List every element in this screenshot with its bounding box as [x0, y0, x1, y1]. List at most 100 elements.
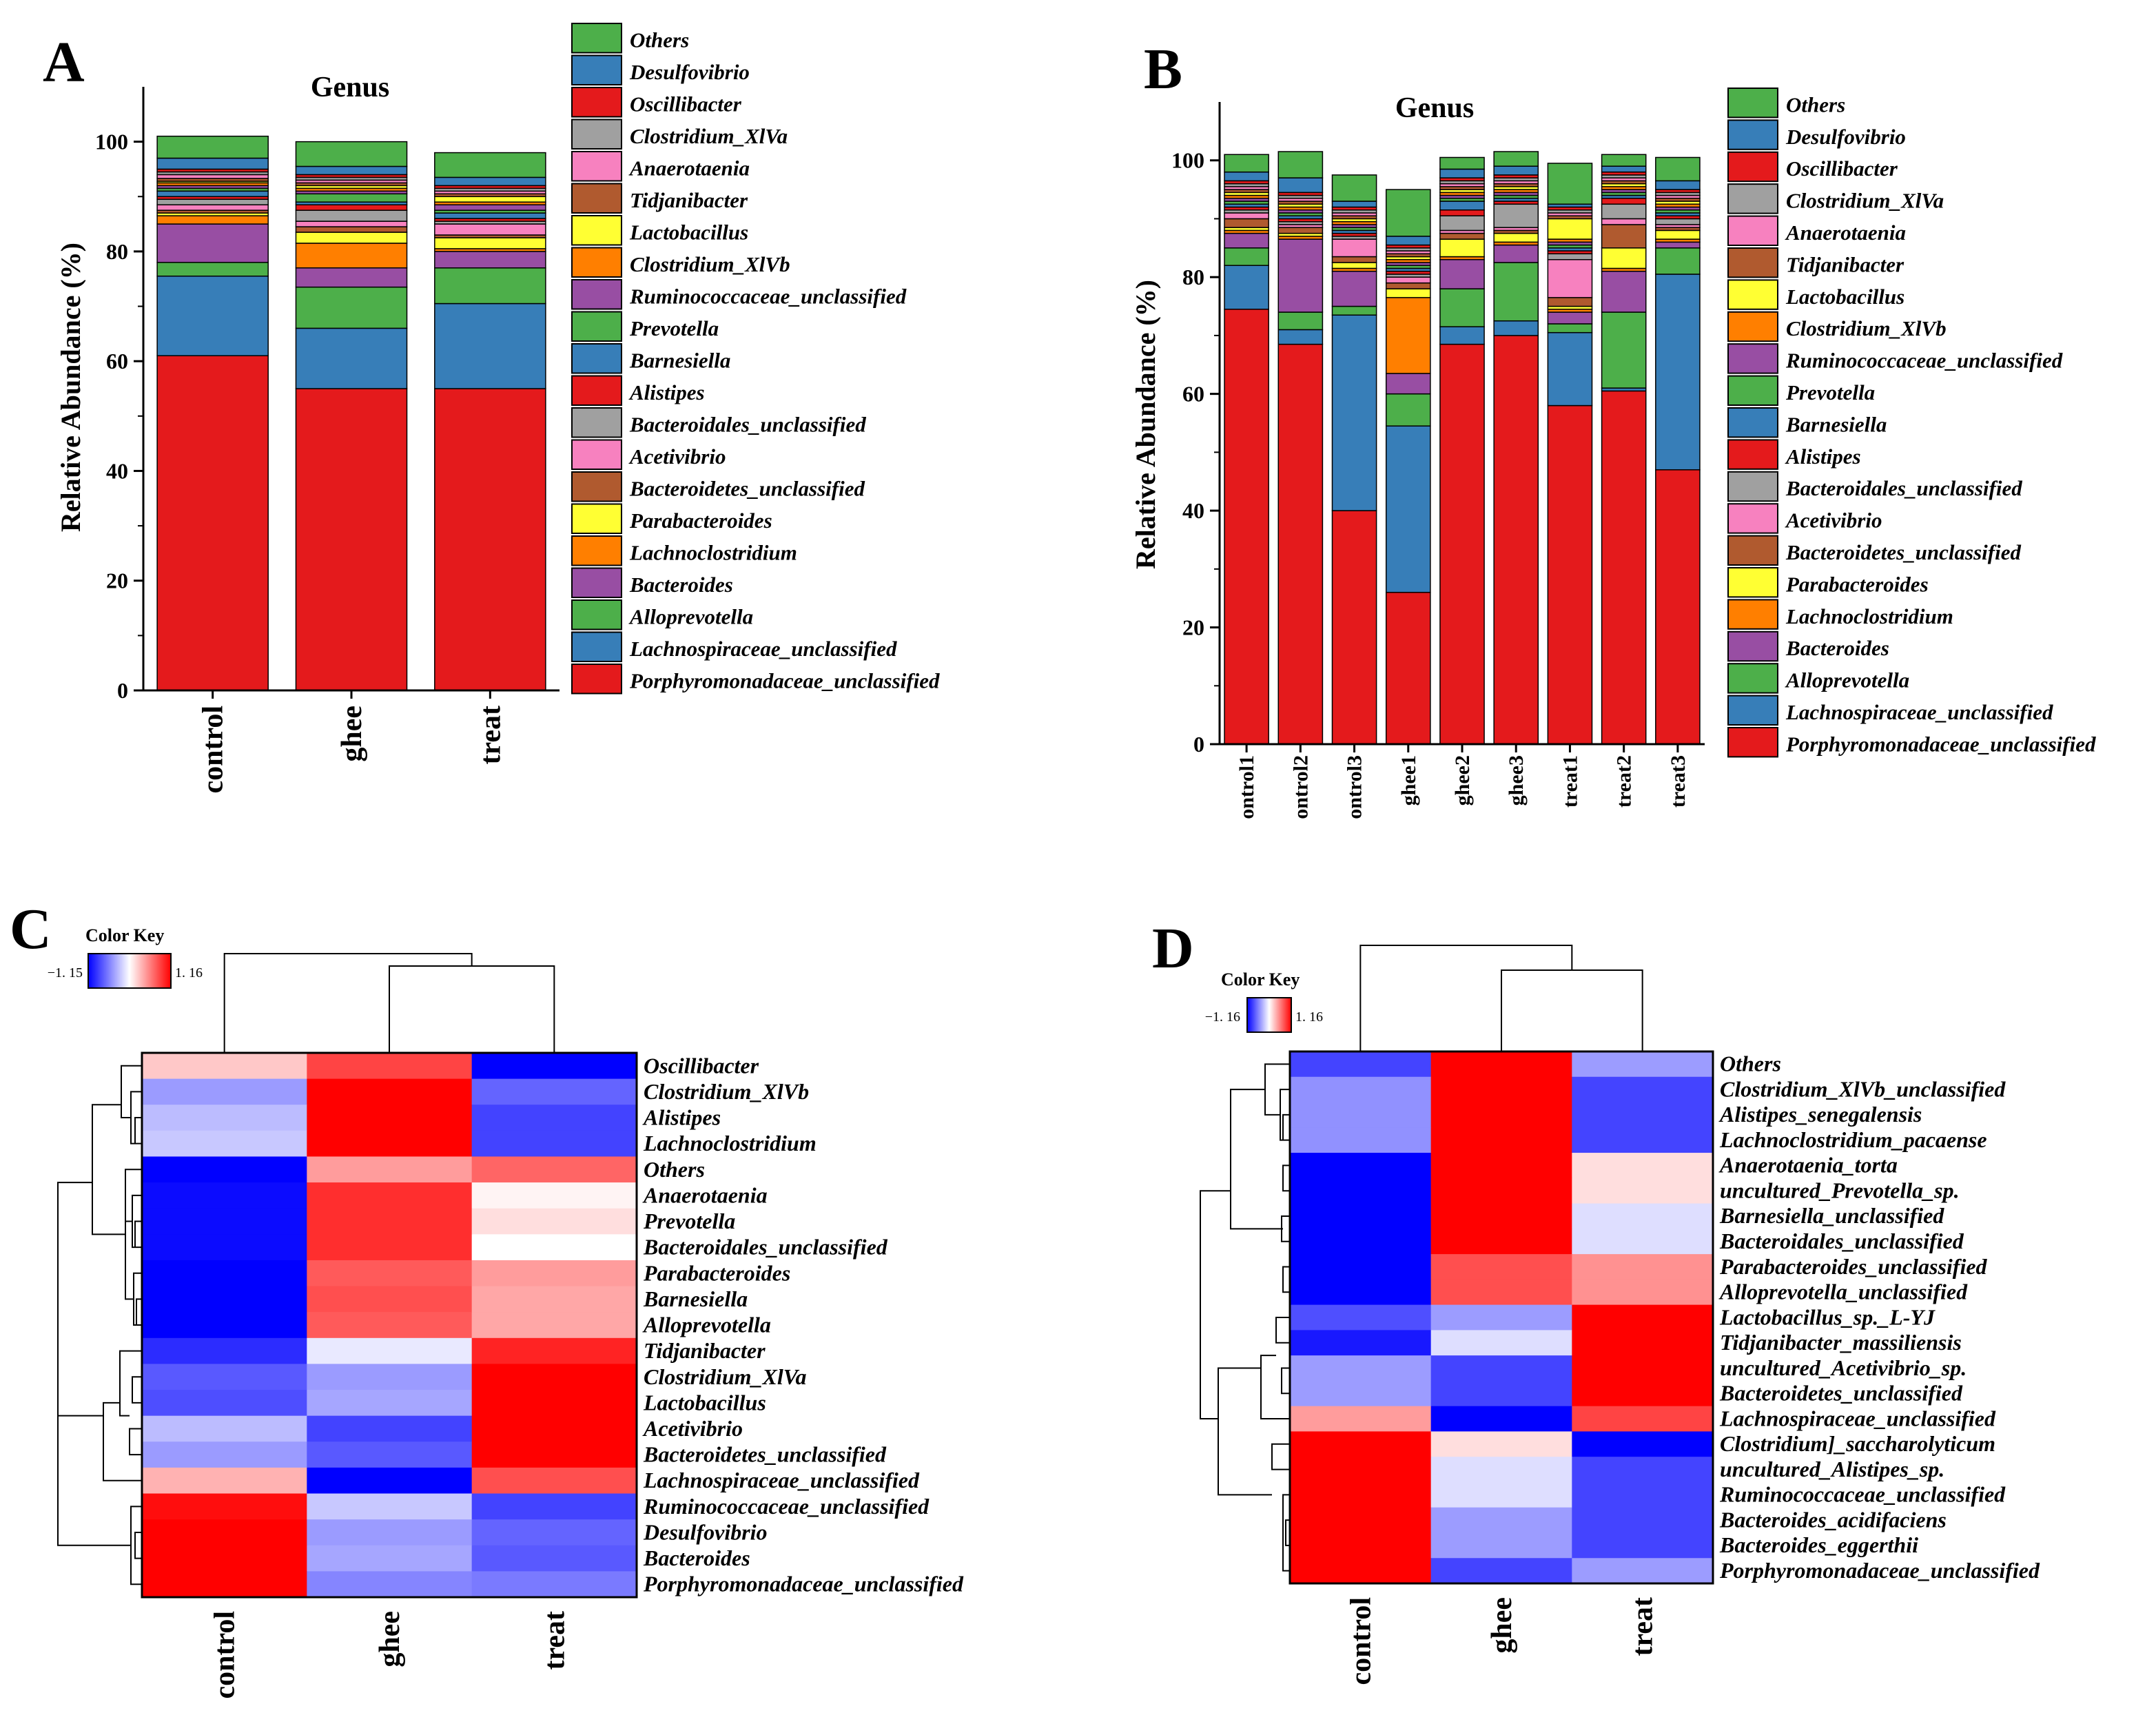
panel-a-bar-ghee-alistipes [295, 204, 408, 211]
panel-c-heatmap: Color Key −1. 15 1. 16 OscillibacterClos… [48, 925, 964, 1699]
panel-a-bar-treat-porphyromonadaceae-unclassified [434, 388, 546, 691]
panel-c-cell-bacteroides-treat [471, 1545, 637, 1572]
panel-d-row-label-tidjanibacter-massiliensis: Tidjanibacter_massiliensis [1720, 1330, 1962, 1355]
panel-a-bar-control-barnesiella [156, 190, 269, 198]
panel-a-bar-treat-desulfovibrio [434, 176, 546, 187]
panel-c-row-label-others: Others [644, 1157, 705, 1182]
panel-b-bar-ghee2-others [1439, 156, 1485, 170]
panel-a-legend-label-alistipes: Alistipes [628, 380, 705, 404]
panel-a-legend-swatch-barnesiella [571, 343, 622, 374]
panel-b-legend-label-bacteroides: Bacteroides [1785, 636, 1889, 660]
panel-b-bar-ontrol3-desulfovibrio [1331, 201, 1377, 208]
panel-b-legend-swatch-anaerotaenia [1727, 215, 1778, 247]
panel-b-bar-treat2-parabacteroides [1601, 247, 1647, 269]
panel-a-x-tick-label: control [198, 706, 229, 794]
panel-d-row-label-lachnoclostridium-pacaense: Lachnoclostridium_pacaense [1719, 1127, 1987, 1152]
panel-b-x-tick-label: treat2 [1613, 755, 1636, 808]
panel-b-legend-label-others: Others [1786, 92, 1845, 116]
panel-c-color-key-min: −1. 15 [48, 965, 83, 981]
panel-d-color-key-min: −1. 16 [1205, 1009, 1240, 1025]
panel-a-bars [156, 135, 546, 691]
panel-d-row-label-ruminococcaceae-unclassified: Ruminococcaceae_unclassified [1719, 1482, 2006, 1507]
panel-d-cell-alistipes-senegalensis-treat [1572, 1102, 1714, 1128]
panel-d-row-label-uncultured-alistipes-sp: uncultured_Alistipes_sp. [1720, 1457, 1944, 1481]
panel-b-bar-treat2-alistipes [1601, 198, 1647, 205]
panel-b-bar-ghee2-bacteroidales-unclassified [1439, 215, 1485, 232]
panel-b-bar-ontrol2-alloprevotella [1277, 311, 1324, 331]
panel-a-legend-swatch-porphyromonadaceae-unclassified [571, 664, 622, 695]
panel-b-bar-ontrol2-lachnospiraceae-unclassified [1277, 329, 1324, 345]
panel-d-row-label-anaerotaenia-torta: Anaerotaenia_torta [1718, 1153, 1898, 1178]
panel-d-color-key-max: 1. 16 [1295, 1009, 1323, 1025]
panel-b-legend-label-barnesiella: Barnesiella [1785, 412, 1887, 436]
panel-d-column-dendrogram-root [1359, 945, 1573, 1051]
panel-b-bar-treat3-others [1655, 156, 1701, 182]
panel-c-cell-acetivibrio-treat [471, 1415, 637, 1442]
panel-b-legend-swatch-oscillibacter [1727, 151, 1778, 183]
panel-d-cell-lachnospiraceae-unclassified-treat [1572, 1406, 1714, 1432]
panel-b-bar-treat3-porphyromonadaceae-unclassified [1655, 469, 1701, 745]
panel-d-cell-bacteroidetes-unclassified-ghee [1430, 1380, 1572, 1407]
panel-c-cell-oscillibacter-control [142, 1053, 307, 1080]
panel-c-cell-oscillibacter-treat [471, 1053, 637, 1080]
panel-d-cell-others-ghee [1430, 1051, 1572, 1078]
panel-d-cell-alistipes-senegalensis-ghee [1430, 1102, 1572, 1128]
panel-d-cell-uncultured-prevotella-sp-treat [1572, 1178, 1714, 1204]
panel-c-row-dendrogram-h [119, 1350, 142, 1417]
panel-a-stacked-bar-chart: Genus Relative Abundance (%) control ghee… [55, 72, 559, 794]
panel-a-legend: Others Desulfovibrio Oscillibacter Clostrid… [571, 23, 940, 695]
panel-d-cell-barnesiella-unclassified-ghee [1430, 1203, 1572, 1229]
panel-c-cell-desulfovibrio-control [142, 1519, 307, 1546]
panel-c-cell-others-ghee [307, 1156, 473, 1183]
panel-a-legend-swatch-oscillibacter [571, 87, 622, 118]
panel-a-legend-label-desulfovibrio: Desulfovibrio [629, 60, 750, 84]
panel-d-cell-uncultured-acetivibrio-sp-ghee [1430, 1355, 1572, 1382]
panel-d-column-label-ghee: ghee [1486, 1597, 1518, 1654]
panel-a-bar-treat-bacteroides [434, 251, 546, 269]
panel-d-cell-parabacteroides-unclassified-control [1290, 1254, 1432, 1280]
panel-c-cell-oscillibacter-ghee [307, 1053, 473, 1080]
panel-a-bar-control-others [156, 135, 269, 159]
panel-d-cell-porphyromonadaceae-unclassified-ghee [1430, 1558, 1572, 1584]
panel-letter-d: D [1152, 916, 1194, 981]
panel-b-bar-ontrol3-acetivibrio [1331, 238, 1377, 258]
panel-b-y-axis-label: Relative Abundance (%) [1130, 280, 1161, 569]
panel-d-row-label-alistipes-senegalensis: Alistipes_senegalensis [1718, 1102, 1922, 1127]
panel-b-y-tick-label: 40 [1182, 498, 1204, 523]
panel-c-cell-bacteroidetes-unclassified-treat [471, 1441, 637, 1468]
panel-b-bar-ghee1-bacteroides [1385, 373, 1431, 395]
panel-a-bar-ghee-bacteroidetes-unclassified [295, 226, 408, 233]
panel-d-cell-parabacteroides-unclassified-ghee [1430, 1254, 1572, 1280]
panel-d-cell-porphyromonadaceae-unclassified-treat [1572, 1558, 1714, 1584]
panel-c-cell-desulfovibrio-treat [471, 1519, 637, 1546]
panel-a-bar-control-porphyromonadaceae-unclassified [156, 355, 269, 691]
panel-c-row-label-bacteroides: Bacteroides [643, 1546, 750, 1570]
panel-a-x-tick-label: ghee [336, 706, 368, 762]
panel-d-cell-lactobacillus-sp-l-yj-control [1290, 1304, 1432, 1331]
panel-c-cell-lachnospiraceae-unclassified-treat [471, 1467, 637, 1495]
panel-a-bar-control-anaerotaenia [156, 174, 269, 179]
panel-b-bar-treat1-alloprevotella [1547, 323, 1593, 333]
panel-d-row-label-bacteroidales-unclassified: Bacteroidales_unclassified [1719, 1229, 1964, 1253]
panel-b-bar-ghee3-bacteroides [1493, 244, 1539, 263]
panel-a-legend-swatch-lachnospiraceae-unclassified [571, 631, 622, 662]
panel-c-cell-anaerotaenia-treat [471, 1182, 637, 1209]
panel-b-bar-ghee1-alloprevotella [1385, 393, 1431, 427]
panel-d-cell-bacteroides-acidifaciens-treat [1572, 1507, 1714, 1533]
panel-b-x-tick-label: ghee2 [1451, 755, 1474, 805]
panel-d-cell-anaerotaenia-torta-treat [1572, 1153, 1714, 1179]
panel-b-x-tick-label: treat3 [1667, 755, 1690, 808]
panel-c-color-key-title: Color Key [85, 925, 164, 945]
panel-b-bar-ontrol2-others [1277, 151, 1324, 178]
panel-a-legend-label-tidjanibacter: Tidjanibacter [630, 188, 748, 212]
panel-c-cell-acetivibrio-control [142, 1415, 307, 1442]
panel-b-y-tick-label: 60 [1182, 382, 1204, 407]
panel-b-legend-label-clostridium-xlva: Clostridium_XlVa [1786, 189, 1944, 213]
panel-a-bar-ghee-porphyromonadaceae-unclassified [295, 388, 408, 691]
panel-c-cells: OscillibacterClostridium_XlVbAlistipesLa… [141, 1051, 964, 1699]
panel-a-legend-label-oscillibacter: Oscillibacter [630, 92, 742, 116]
panel-c-row-label-bacteroidales-unclassified: Bacteroidales_unclassified [643, 1235, 888, 1260]
panel-a-x-tick-label: treat [475, 706, 506, 765]
panel-a-legend-swatch-ruminococcaceae-unclassified [571, 279, 622, 310]
panel-c-cell-parabacteroides-ghee [307, 1260, 473, 1287]
